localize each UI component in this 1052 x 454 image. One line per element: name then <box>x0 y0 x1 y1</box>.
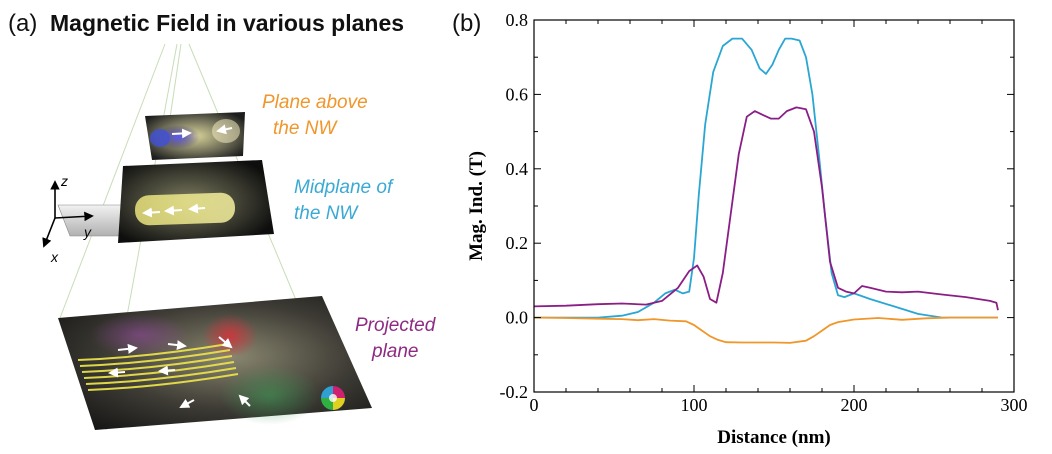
y-tick-label: -0.2 <box>500 382 529 402</box>
panel-a: (a) Magnetic Field in various planes <box>8 10 437 431</box>
field-arrow-icon <box>142 207 161 218</box>
field-arrow-icon <box>171 128 192 139</box>
series-line-2 <box>533 106 999 311</box>
field-arrow-icon <box>164 205 183 216</box>
y-tick-label: 0.2 <box>506 233 529 253</box>
plane-label-midplane-line2: the NW <box>294 203 359 224</box>
axis-triad: z y x <box>42 173 94 265</box>
field-arrow-icon <box>179 398 195 408</box>
field-arrow-icon <box>188 203 206 214</box>
plane-label-above-line1: Plane above <box>262 92 368 113</box>
plane-label-projected-line1: Projected <box>355 315 437 336</box>
y-tick-label: 0.0 <box>506 308 529 328</box>
field-arrow-icon <box>218 336 233 349</box>
series-line-3 <box>533 316 998 344</box>
field-arrow-icon <box>167 340 187 351</box>
plane-label-projected-line2: plane <box>371 341 419 362</box>
x-tick-label: 0 <box>530 395 539 415</box>
plane-label-projected: Projected plane <box>355 315 437 362</box>
field-arrow-icon <box>108 367 126 378</box>
x-tick-label: 100 <box>681 395 708 415</box>
field-arrow-icon <box>158 365 176 376</box>
x-axis-title: Distance (nm) <box>717 427 830 448</box>
field-arrow-icon <box>117 343 138 354</box>
plot-frame <box>533 19 1015 393</box>
field-arrow-icon <box>216 124 233 135</box>
color-wheel-icon <box>321 386 345 410</box>
plane-label-midplane: Midplane of the NW <box>294 177 394 224</box>
y-tick-label: 0.6 <box>506 84 529 104</box>
plane-label-midplane-line1: Midplane of <box>294 177 394 198</box>
x-tick-label: 200 <box>841 395 868 415</box>
axis-y-label: y <box>83 224 92 240</box>
midplane-nw-image <box>57 160 274 243</box>
axis-z-label: z <box>60 173 68 189</box>
panel-b: (b) 0 100 200 300 -0.2 0.0 0.2 0.4 0.6 0.8 Distanc… <box>452 10 1028 448</box>
y-tick-label: 0.8 <box>506 10 529 30</box>
line-chart: 0 100 200 300 -0.2 0.0 0.2 0.4 0.6 0.8 Distance (n… <box>466 10 1028 448</box>
plane-above-nw-image <box>145 112 245 160</box>
panel-a-label: (a) <box>8 10 37 37</box>
y-tick-label: 0.4 <box>506 159 529 179</box>
plane-label-above-line2: the NW <box>273 118 338 139</box>
x-tick-label: 300 <box>1001 395 1028 415</box>
panel-b-label: (b) <box>452 10 481 37</box>
panel-a-title: Magnetic Field in various planes <box>50 10 404 36</box>
series-line-1 <box>534 37 998 319</box>
axis-x-label: x <box>50 249 59 265</box>
field-arrow-icon <box>238 394 251 407</box>
plane-label-above: Plane above the NW <box>262 92 368 139</box>
y-axis-title: Mag. Ind. (T) <box>466 151 487 261</box>
projected-plane-image <box>58 296 372 430</box>
